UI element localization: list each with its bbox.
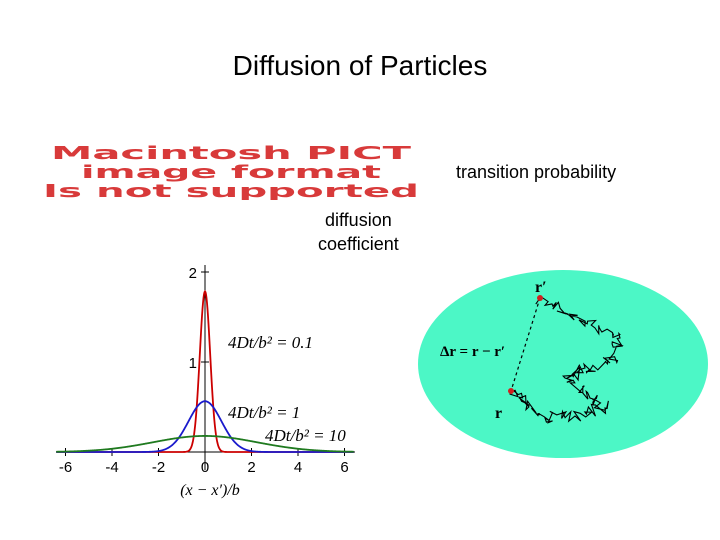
x-tick-label: -6 — [59, 459, 72, 476]
x-axis-label: (x − x′)/b — [180, 482, 240, 499]
pict-line-1: Macintosh PICT — [51, 143, 413, 164]
diffusion-label-line-2: coefficient — [318, 234, 399, 254]
diffusion-label-line-1: diffusion — [325, 210, 392, 230]
diffusion-region — [418, 270, 708, 458]
end-point — [508, 388, 514, 394]
random-walk-path — [509, 295, 624, 424]
pict-placeholder-image: Macintosh PICT image format Is not suppo… — [43, 143, 419, 200]
start-point — [537, 295, 543, 301]
x-tick-label: 0 — [201, 459, 209, 476]
y-ticks: 21 — [189, 265, 209, 372]
x-tick-label: 6 — [340, 459, 348, 476]
start-point-label: r′ — [535, 279, 547, 296]
transition-probability-label: transition probability — [456, 162, 617, 182]
x-tick-label: -2 — [152, 459, 165, 476]
end-point-label: r — [495, 405, 502, 422]
x-tick-label: -4 — [105, 459, 118, 476]
y-tick-label: 1 — [189, 355, 197, 372]
curves — [56, 289, 354, 453]
pict-line-2: image format — [81, 162, 382, 183]
x-tick-label: 2 — [247, 459, 255, 476]
random-walk-diagram: r′ r Δr = r − r′ — [418, 270, 708, 458]
curve-label-1: 4Dt/b² = 1 — [228, 403, 300, 422]
displacement-label: Δr = r − r′ — [440, 344, 505, 360]
displacement-dashed-line — [510, 297, 541, 392]
y-tick-label: 2 — [189, 265, 197, 282]
x-tick-label: 4 — [294, 459, 302, 476]
gaussian-plot: -6 -4 -2 0 2 4 6 21 4Dt/b² = 0.1 4Dt/b² = 1 4D… — [56, 265, 355, 499]
series-curve-1 — [56, 400, 354, 453]
slide-title: Diffusion of Particles — [232, 50, 488, 81]
pict-line-3: Is not supported — [43, 181, 419, 200]
diffusion-coefficient-label: diffusion coefficient — [318, 208, 399, 256]
curve-label-0-1: 4Dt/b² = 0.1 — [228, 333, 313, 352]
series-curve-2 — [56, 435, 354, 453]
curve-label-10: 4Dt/b² = 10 — [265, 426, 346, 445]
